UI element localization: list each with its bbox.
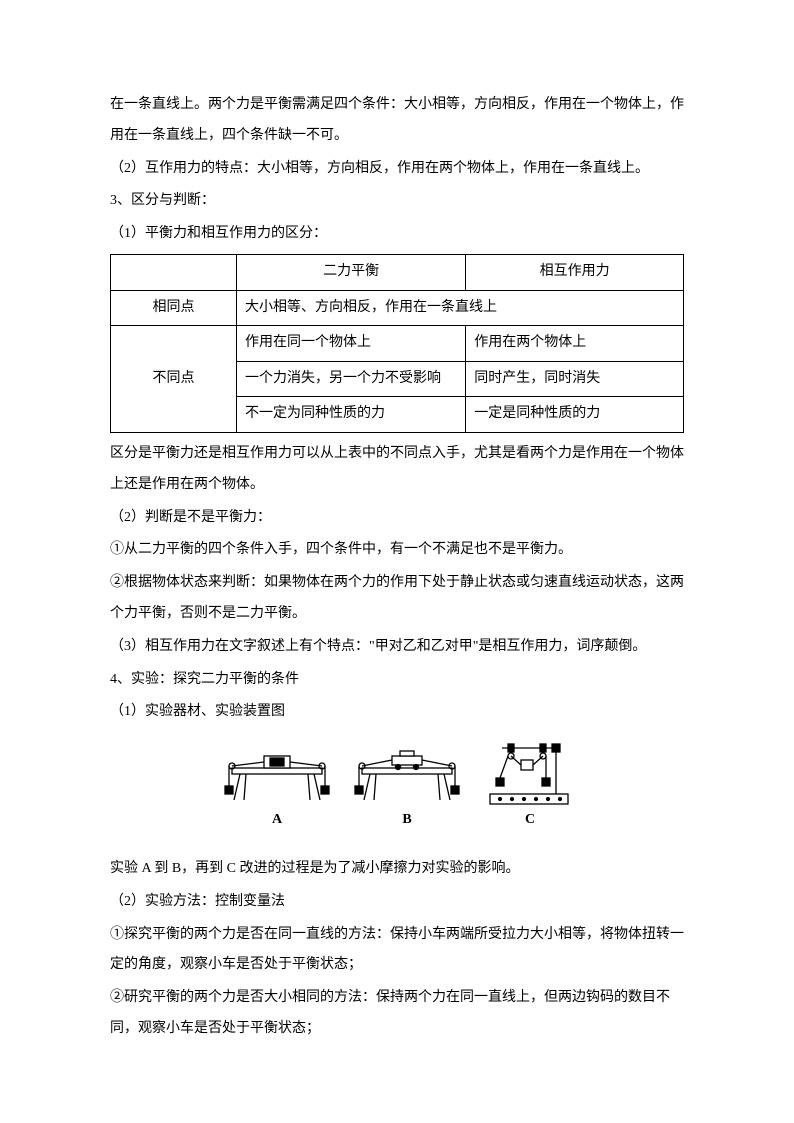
table-cell: 一定是同种性质的力	[466, 397, 684, 433]
paragraph: 区分是平衡力还是相互作用力可以从上表中的不同点入手，尤其是看两个力是作用在一个物…	[110, 439, 684, 501]
paragraph: 3、区分与判断：	[110, 186, 684, 217]
table-row-label: 不同点	[111, 326, 237, 433]
paragraph: ①从二力平衡的四个条件入手，四个条件中，有一个不满足也不是平衡力。	[110, 535, 684, 566]
paragraph: ②研究平衡的两个力是否大小相同的方法：保持两个力在同一直线上，但两边钩码的数目不…	[110, 983, 684, 1045]
table-header: 相互作用力	[466, 254, 684, 290]
paragraph: （2）实验方法：控制变量法	[110, 887, 684, 918]
table-header: 二力平衡	[237, 254, 466, 290]
table-cell: 大小相等、方向相反，作用在一条直线上	[237, 290, 684, 326]
paragraph: 4、实验：探究二力平衡的条件	[110, 665, 684, 696]
paragraph: ①探究平衡的两个力是否在同一直线的方法：保持小车两端所受拉力大小相等，将物体扭转…	[110, 920, 684, 982]
paragraph: （1）实验器材、实验装置图	[110, 697, 684, 728]
table-cell: 一个力消失，另一个力不受影响	[237, 361, 466, 397]
table-cell: 作用在同一个物体上	[237, 326, 466, 362]
comparison-table: 二力平衡 相互作用力 相同点 大小相等、方向相反，作用在一条直线上 不同点 作用…	[110, 254, 684, 433]
paragraph: 在一条直线上。两个力是平衡需满足四个条件：大小相等，方向相反，作用在一个物体上，…	[110, 90, 684, 152]
diagram-label-c: C	[525, 812, 535, 827]
paragraph: （2）互作用力的特点：大小相等，方向相反，作用在两个物体上，作用在一条直线上。	[110, 154, 684, 185]
paragraph: （1）平衡力和相互作用力的区分：	[110, 219, 684, 250]
diagram-label-a: A	[272, 812, 283, 827]
diagram-label-b: B	[402, 812, 411, 827]
table-cell: 同时产生，同时消失	[466, 361, 684, 397]
table-cell: 不一定为同种性质的力	[237, 397, 466, 433]
experiment-diagram: A B	[110, 738, 684, 846]
paragraph: （2）判断是不是平衡力：	[110, 503, 684, 534]
paragraph: （3）相互作用力在文字叙述上有个特点："甲对乙和乙对甲"是相互作用力，词序颠倒。	[110, 632, 684, 663]
paragraph: 实验 A 到 B，再到 C 改进的过程是为了减小摩擦力对实验的影响。	[110, 854, 684, 885]
table-row-label: 相同点	[111, 290, 237, 326]
table-cell: 作用在两个物体上	[466, 326, 684, 362]
paragraph: ②根据物体状态来判断：如果物体在两个力的作用下处于静止状态或匀速直线运动状态，这…	[110, 568, 684, 630]
